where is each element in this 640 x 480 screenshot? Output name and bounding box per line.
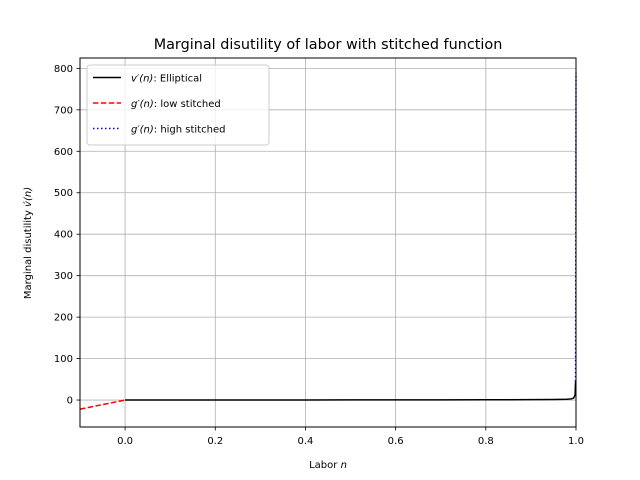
y-tick-label: 300 [54,271,73,282]
x-tick-label: 0.2 [207,436,223,447]
legend-label-2: g′(n): high stitched [131,125,225,136]
y-tick-label: 500 [54,188,73,199]
y-tick-label: 800 [54,64,73,75]
plot-frame [79,57,577,428]
x-tick-label: 0.0 [117,436,133,447]
grid-lines [80,58,577,427]
y-tick-label: 200 [54,313,73,324]
legend-label-1: g′(n): low stitched [131,99,221,110]
x-tick-label: 0.4 [298,436,314,447]
y-tick-label: 600 [54,147,73,158]
y-axis-label-text: Marginal disutility [23,210,34,299]
series-line-0 [125,381,577,401]
axis-ticks: 0.0 0.2 0.4 0.6 0.8 1.0 0 100 200 300 400 500 600 700… [54,64,584,447]
x-tick-label: 0.8 [478,436,494,447]
y-tick-label: 700 [54,105,73,116]
y-axis-label: Marginal disutility v́(n) [22,187,34,299]
x-axis-label-var: n [341,460,347,471]
y-tick-label: 100 [54,354,73,365]
x-tick-label: 0.6 [388,436,404,447]
x-tick-label: 1.0 [568,436,584,447]
y-tick-label: 400 [54,230,73,241]
y-tick-label: 0 [67,396,73,407]
legend-label-0: v′(n): Elliptical [131,74,202,85]
x-axis-label: Labor n [309,460,347,471]
chart-title: Marginal disutility of labor with stitch… [154,37,503,53]
y-axis-label-var: v́(n) [22,187,34,207]
legend: v′(n): Elliptical g′(n): low stitched g′(n… [86,64,270,146]
x-axis-label-text: Labor [309,460,338,471]
legend-box [86,64,270,146]
